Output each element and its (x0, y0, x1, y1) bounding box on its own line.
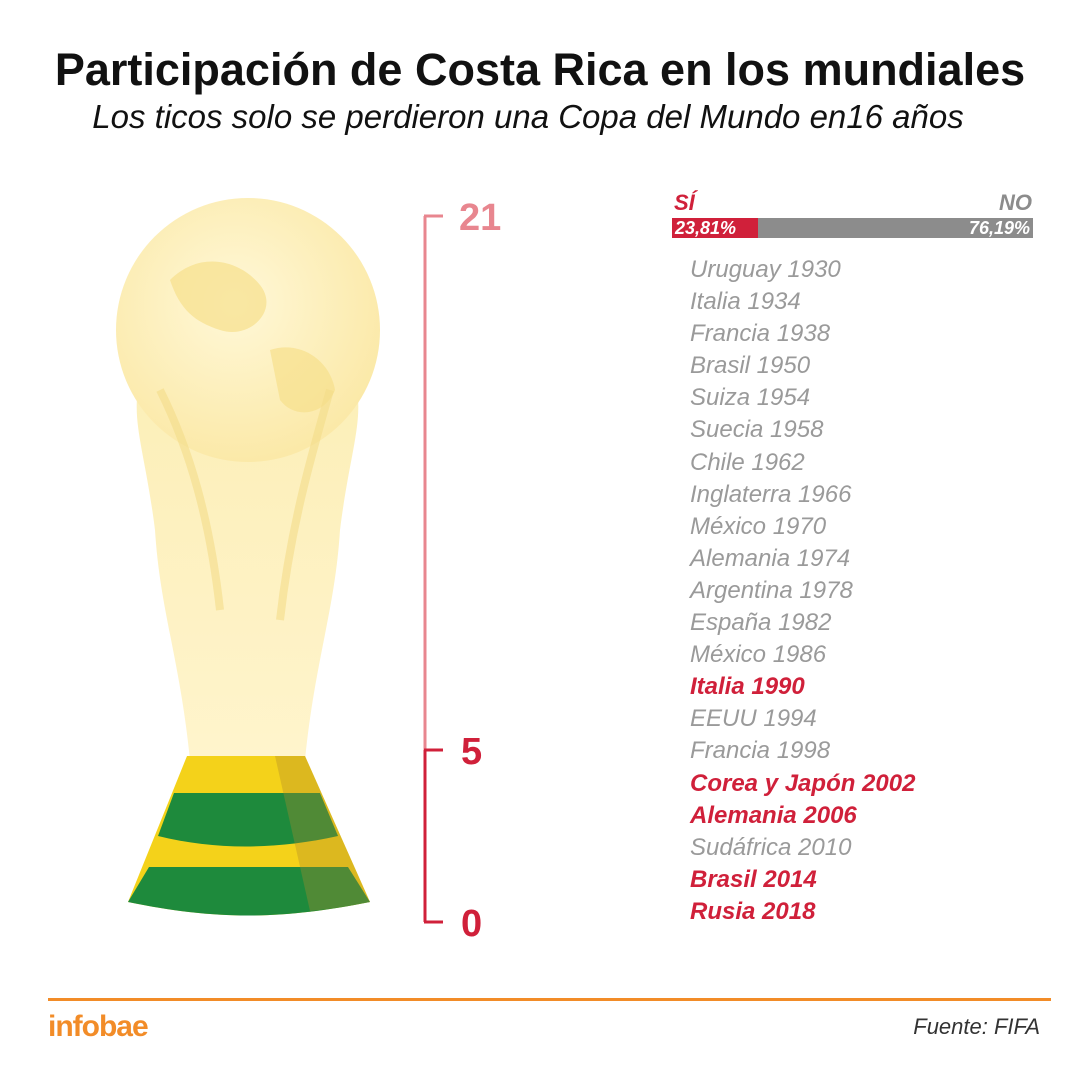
world-cup-item: Uruguay 1930 (690, 256, 841, 283)
trophy-base (128, 756, 370, 916)
world-cup-item: Suiza 1954 (690, 384, 811, 412)
world-cup-item: Corea y Japón 2002 (690, 769, 916, 797)
world-cup-item: Brasil 2014 (690, 865, 817, 893)
no-label: NO (999, 190, 1032, 215)
scale-label-mid: 5 (461, 731, 482, 773)
world-cup-item: Argentina 1978 (690, 576, 853, 604)
world-cup-item: Suecia 1958 (690, 416, 824, 444)
world-cup-item: Sudáfrica 2010 (690, 833, 852, 861)
si-label: SÍ (674, 190, 695, 215)
world-cup-list: Uruguay 1930 Italia 1934 Francia 1938 Brasi… (690, 254, 915, 928)
scale-label-min: 0 (461, 903, 482, 945)
world-cup-item: Italia 1990 (690, 673, 805, 701)
world-cup-item: Brasil 1950 (690, 352, 811, 380)
world-cup-item: Alemania 2006 (690, 801, 857, 829)
scale-label-max: 21 (459, 197, 501, 239)
chart-title: Participación de Costa Rica en los mundi… (54, 44, 1026, 95)
si-percent: 23,81% (675, 218, 737, 238)
chart-subtitle: Los ticos solo se perdieron una Copa del… (92, 98, 964, 135)
participation-scale: 21 5 0 (423, 197, 501, 945)
world-cup-item: EEUU 1994 (690, 705, 817, 733)
trophy-cup (116, 198, 380, 760)
footer-divider (48, 998, 1051, 1001)
no-percent: 76,19% (968, 218, 1030, 238)
world-cup-item: México 1986 (690, 641, 827, 669)
world-cup-item: Rusia 2018 (690, 897, 816, 925)
world-cup-item: Italia 1934 (690, 288, 801, 316)
ratio-bar-si-segment (672, 218, 758, 238)
ratio-bar: 23,81% 76,19% (672, 218, 1033, 238)
world-cup-item: Chile 1962 (690, 448, 805, 476)
world-cup-trophy-illustration (116, 198, 380, 916)
world-cup-item: Francia 1938 (690, 320, 831, 348)
world-cup-item: Alemania 1974 (690, 544, 851, 572)
world-cup-item: Francia 1998 (690, 737, 831, 765)
world-cup-item: Inglaterra 1966 (690, 480, 852, 508)
brand-logo: infobae (48, 1010, 149, 1043)
source-note: Fuente: FIFA (913, 1014, 1040, 1039)
world-cup-item: España 1982 (690, 609, 832, 637)
world-cup-item: México 1970 (690, 512, 827, 540)
